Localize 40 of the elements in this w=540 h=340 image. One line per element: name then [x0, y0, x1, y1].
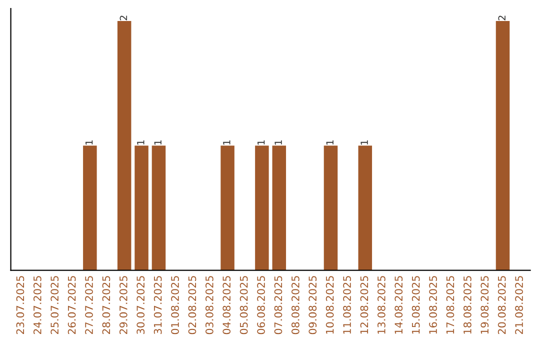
data-label: 1: [154, 140, 162, 145]
data-label: 2: [498, 16, 506, 20]
x-tick-label: 21.08.2025: [515, 276, 523, 334]
x-tick-label: 16.08.2025: [429, 276, 437, 334]
x-tick-label: 04.08.2025: [222, 276, 231, 334]
x-tick-label: 07.08.2025: [274, 276, 282, 334]
x-tick-label: 31.07.2025: [154, 276, 162, 334]
data-label: 1: [360, 140, 368, 145]
data-label: 1: [326, 140, 334, 145]
x-tick-label: 11.08.2025: [343, 276, 351, 334]
x-tick-label: 28.07.2025: [102, 276, 110, 334]
x-tick-label: 17.08.2025: [446, 276, 454, 334]
x-tick-label: 09.08.2025: [308, 276, 317, 334]
data-label: 1: [274, 140, 282, 145]
data-label: 2: [120, 16, 128, 20]
x-tick-label: 20.08.2025: [498, 276, 506, 334]
x-tick-label: 23.07.2025: [16, 276, 24, 334]
x-tick-label: 15.08.2025: [412, 276, 420, 334]
x-tick-label: 03.08.2025: [205, 276, 214, 334]
x-tick-label: 30.07.2025: [136, 276, 145, 334]
x-tick-label: 24.07.2025: [33, 276, 42, 334]
x-tick-label: 29.07.2025: [119, 276, 128, 334]
x-tick-label: 27.07.2025: [85, 276, 93, 334]
x-tick-label: 14.08.2025: [394, 276, 403, 334]
x-tick-label: 19.08.2025: [480, 276, 489, 334]
x-tick-label: 12.08.2025: [360, 276, 368, 334]
x-tick-label: 18.08.2025: [464, 276, 472, 334]
x-tick-label: 26.07.2025: [68, 276, 76, 334]
x-tick-label: 02.08.2025: [188, 276, 196, 334]
data-label: 1: [86, 140, 93, 145]
data-label: 1: [223, 140, 230, 145]
x-tick-label: 01.08.2025: [171, 276, 179, 334]
x-tick-label: 05.08.2025: [240, 276, 248, 334]
data-label: 1: [258, 140, 265, 145]
x-tick-label: 08.08.2025: [291, 276, 300, 334]
x-tick-label: 10.08.2025: [326, 276, 334, 334]
data-label: 1: [137, 140, 144, 145]
x-tick-label: 06.08.2025: [257, 276, 265, 334]
x-tick-label: 25.07.2025: [50, 276, 59, 334]
x-tick-label: 13.08.2025: [377, 276, 386, 334]
